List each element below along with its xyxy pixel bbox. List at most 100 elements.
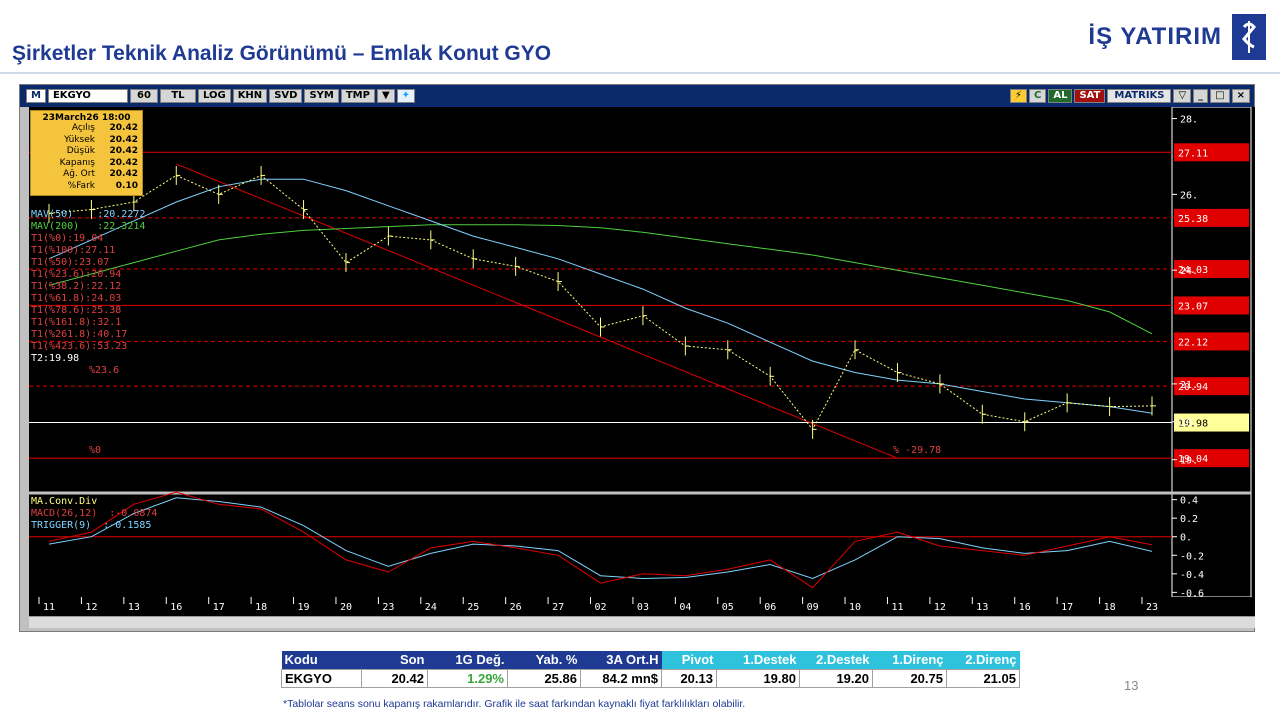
fib-legend-line: T1(%161.8):32.1 <box>31 317 122 328</box>
price-line <box>48 174 1153 431</box>
fib-legend-line: T1(%261.8):40.17 <box>31 329 128 340</box>
ohlc-date: 23March26 18:00 <box>42 113 131 123</box>
mav200-line <box>48 224 1153 335</box>
x-tick-label: 19 <box>298 602 310 613</box>
tmp-button[interactable]: TMP <box>340 89 375 103</box>
col-1-destek: 1.Destek <box>716 651 800 669</box>
ohlc-value: 20.42 <box>109 169 138 180</box>
macd-y-tick-label: -0.4 <box>1180 570 1204 581</box>
ohlc-value: 20.42 <box>109 157 138 168</box>
fib-legend-line: T1(%100):27.11 <box>31 245 116 256</box>
level-tag <box>1174 296 1249 315</box>
toolbar-right-group: ⚡ C AL SAT MATRIKS ▽ _ □ × <box>1008 89 1250 103</box>
price-axis-panel <box>1171 107 1252 598</box>
svd-button[interactable]: SVD <box>269 89 303 103</box>
ohlc-row: %Fark 0.10 <box>35 181 138 193</box>
chart-terminal-window: M EKGYO 60 TL LOG KHN SVD SYM TMP ▼ ✦ ⚡ … <box>19 84 1255 632</box>
page-number: 13 <box>1124 678 1139 693</box>
x-tick-label: 09 <box>807 602 819 613</box>
level-tag-label: 19.98 <box>1178 419 1208 430</box>
cell-3a-ort: 84.2 mn$ <box>580 668 662 688</box>
dropdown-arrow-icon[interactable]: ▼ <box>376 89 395 103</box>
x-tick-label: 12 <box>934 602 946 613</box>
fib-236-label: %23.6 <box>89 365 120 376</box>
x-tick-label: 24 <box>425 602 437 613</box>
fib-legend-line: T1(%0):19.04 <box>31 233 104 244</box>
y-tick-label: 20. <box>1180 418 1198 429</box>
collapse-icon[interactable]: ▽ <box>1173 89 1192 103</box>
fib-legend-line: T1(%423.6):53.23 <box>31 341 128 352</box>
x-tick-label: 18 <box>255 602 267 613</box>
x-tick-label: 06 <box>764 602 776 613</box>
fib-legend-line: T1(%78.6):25.38 <box>31 305 122 316</box>
sym-button[interactable]: SYM <box>304 89 339 103</box>
brand-logo: İŞ YATIRIM <box>1088 14 1266 60</box>
matriks-menu-button[interactable]: M <box>26 89 46 103</box>
ohlc-label: Ağ. Ort <box>63 169 95 180</box>
minimize-icon[interactable]: _ <box>1193 89 1209 103</box>
col-2-destek: 2.Destek <box>799 651 873 669</box>
fib-legend-line: T1(%23.6):20.94 <box>31 269 122 280</box>
x-tick-label: 25 <box>467 602 479 613</box>
level-tag-label: 24.03 <box>1178 265 1208 276</box>
x-tick-label: 16 <box>170 602 182 613</box>
ohlc-row: Ağ. Ort 20.42 <box>35 169 138 181</box>
x-tick-label: 23 <box>1146 602 1158 613</box>
ohlc-info-box: 23March26 18:00 Açılış 20.42 Yüksek 20.42 … <box>30 110 143 196</box>
ohlc-label: %Fark <box>67 180 95 191</box>
cell-yab: 25.86 <box>507 668 581 688</box>
footnote: *Tablolar seans sonu kapanış rakamlarıdı… <box>283 698 746 710</box>
summary-table: Kodu Son 1G Değ. Yab. % 3A Ort.H Pivot 1… <box>281 651 1020 688</box>
level-tag-label: 22.12 <box>1178 337 1208 348</box>
col-1-direnc: 1.Direnç <box>872 651 947 669</box>
macd-y-tick-label: -0.6 <box>1180 588 1204 599</box>
x-tick-label: 03 <box>637 602 649 613</box>
time-axis-panel <box>29 597 1251 616</box>
col-1g-deg: 1G Değ. <box>427 651 508 669</box>
macd-line <box>48 491 1153 589</box>
x-tick-label: 27 <box>552 602 564 613</box>
x-tick-label: 11 <box>43 602 55 613</box>
x-tick-label: 04 <box>679 602 691 613</box>
col-pivot: Pivot <box>661 651 717 669</box>
ohlc-value: 20.42 <box>109 134 138 145</box>
y-tick-label: 26. <box>1180 190 1198 201</box>
level-tag <box>1174 449 1249 468</box>
buy-button[interactable]: AL <box>1048 89 1073 103</box>
title-divider <box>0 72 1280 74</box>
khn-button[interactable]: KHN <box>232 89 268 103</box>
ohlc-label: Açılış <box>71 123 95 133</box>
twitter-icon[interactable]: ✦ <box>396 89 416 103</box>
logo-emblem-icon <box>1232 14 1266 60</box>
currency-field[interactable]: TL <box>159 89 196 103</box>
ohlc-row: Düşük 20.42 <box>35 146 138 158</box>
refresh-icon[interactable]: C <box>1028 89 1047 103</box>
x-tick-label: 23 <box>382 602 394 613</box>
symbol-field[interactable]: EKGYO <box>47 89 128 103</box>
fib-legend-line: T1(%61.8):24.03 <box>31 293 122 304</box>
lightning-icon[interactable]: ⚡ <box>1009 89 1027 103</box>
x-tick-label: 18 <box>1104 602 1116 613</box>
cell-2-direnc: 21.05 <box>946 668 1020 688</box>
x-tick-label: 26 <box>510 602 522 613</box>
matriks-brand: MATRIKS <box>1107 89 1172 103</box>
level-tag-label: 25.38 <box>1178 214 1208 225</box>
period-field[interactable]: 60 <box>129 89 158 103</box>
level-tag-label: 20.94 <box>1178 382 1208 393</box>
ohlc-row: Yüksek 20.42 <box>35 135 138 147</box>
mav200-legend: MAV(200) :22.3214 <box>31 221 146 232</box>
level-tag-label: 19.04 <box>1178 454 1208 465</box>
ohlc-label: Düşük <box>66 146 95 157</box>
log-button[interactable]: LOG <box>197 89 231 103</box>
price-chart-canvas[interactable]: 27.1125.3824.0323.0722.1220.9419.9819.04… <box>29 107 1255 616</box>
x-tick-label: 16 <box>1019 602 1031 613</box>
macd-panel-title: MA.Conv.Div <box>31 496 98 507</box>
level-tag <box>1174 332 1249 351</box>
close-icon[interactable]: × <box>1231 89 1250 103</box>
trigger-legend: TRIGGER(9) :-0.1585 <box>31 520 152 531</box>
trendline-label: % -29.78 <box>893 445 942 456</box>
maximize-icon[interactable]: □ <box>1210 89 1230 103</box>
horizontal-scrollbar[interactable] <box>29 616 1255 628</box>
sell-button[interactable]: SAT <box>1074 89 1106 103</box>
macd-y-tick-label: 0.2 <box>1180 514 1198 525</box>
